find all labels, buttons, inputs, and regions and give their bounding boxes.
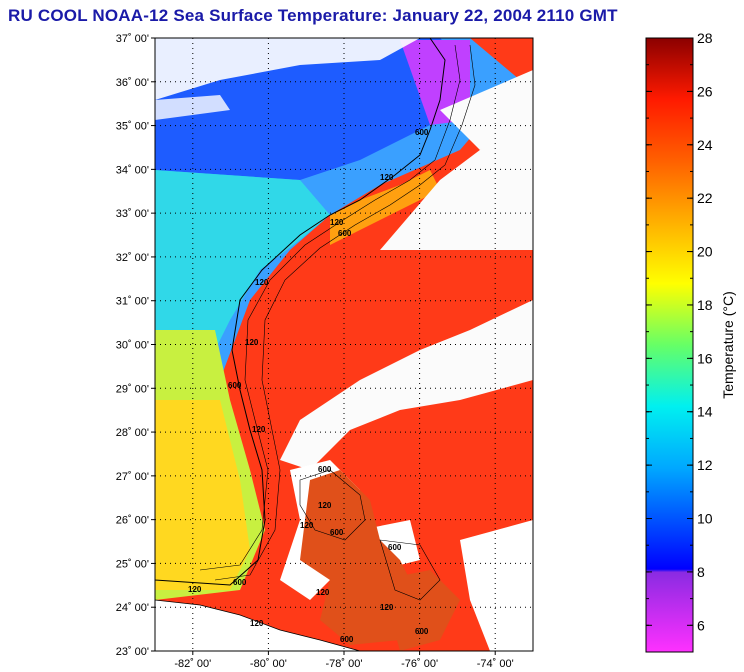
map-title: RU COOL NOAA-12 Sea Surface Temperature:… — [8, 6, 618, 25]
colorbar-tick-label: 22 — [697, 190, 713, 206]
colorbar-tick-label: 6 — [697, 617, 705, 633]
colorbar-tick-label: 18 — [697, 297, 713, 313]
lon-tick-label: -80˚ 00' — [250, 658, 287, 670]
contour-label-120: 120 — [380, 173, 394, 182]
contour-label-600: 600 — [330, 528, 344, 537]
colorbar-tick-label: 28 — [697, 30, 713, 46]
contour-label-120: 120 — [380, 603, 394, 612]
lat-tick-label: 35˚ 00' — [116, 121, 149, 133]
colorbar-tick-label: 24 — [697, 137, 713, 153]
lat-tick-label: 36˚ 00' — [116, 77, 149, 89]
colorbar-tick-label: 8 — [697, 564, 705, 580]
colorbar-tick-label: 20 — [697, 244, 713, 260]
contour-label-600: 600 — [340, 635, 354, 644]
contour-label-600: 600 — [228, 381, 242, 390]
lat-tick-label: 34˚ 00' — [116, 164, 149, 176]
contour-label-600: 600 — [233, 578, 247, 587]
lon-tick-label: -82˚ 00' — [174, 658, 211, 670]
lat-tick-label: 25˚ 00' — [116, 558, 149, 570]
lat-tick-label: 37˚ 00' — [116, 33, 149, 45]
contour-label-600: 600 — [318, 465, 332, 474]
colorbar-tick-label: 12 — [697, 457, 713, 473]
lon-tick-label: -76˚ 00' — [401, 658, 438, 670]
lat-tick-label: 30˚ 00' — [116, 340, 149, 352]
lat-tick-label: 27˚ 00' — [116, 471, 149, 483]
lon-tick-label: -74˚ 00' — [477, 658, 514, 670]
lat-tick-label: 33˚ 00' — [116, 208, 149, 220]
graticule — [155, 38, 533, 651]
colorbar-tick-label: 10 — [697, 511, 713, 527]
lat-tick-label: 32˚ 00' — [116, 252, 149, 264]
sst-image: 120 600 120 600 120 120 600 120 600 120 … — [155, 38, 533, 651]
lat-tick-label: 26˚ 00' — [116, 515, 149, 527]
contour-label-120: 120 — [255, 278, 269, 287]
colorbar-tick-label: 14 — [697, 404, 713, 420]
contour-label-120: 120 — [250, 619, 264, 628]
lat-tick-label: 28˚ 00' — [116, 427, 149, 439]
contour-label-120: 120 — [188, 585, 202, 594]
colorbar-label: Temperature (°C) — [720, 291, 736, 399]
lon-tick-label: -78˚ 00' — [326, 658, 363, 670]
contour-label-120: 120 — [330, 218, 344, 227]
contour-label-120: 120 — [318, 501, 332, 510]
contour-label-120: 120 — [316, 588, 330, 597]
contour-label-120: 120 — [252, 425, 266, 434]
lat-tick-label: 31˚ 00' — [116, 296, 149, 308]
contour-label-120: 120 — [245, 338, 259, 347]
contour-label-600: 600 — [388, 543, 402, 552]
longitude-axis: -82˚ 00' -80˚ 00' -78˚ 00' -76˚ 00' -74˚ 00' — [174, 651, 514, 670]
lat-tick-label: 29˚ 00' — [116, 383, 149, 395]
contour-label-600: 600 — [415, 128, 429, 137]
lat-tick-label: 23˚ 00' — [116, 646, 149, 658]
colorbar — [645, 37, 694, 653]
colorbar-tick-label: 16 — [697, 350, 713, 366]
latitude-axis: 23˚ 00' 24˚ 00' 25˚ 00' 26˚ 00' 27˚ 00' 28˚ 0… — [116, 33, 155, 658]
contour-label-600: 600 — [338, 229, 352, 238]
contour-label-600: 600 — [415, 627, 429, 636]
colorbar-tick-label: 26 — [697, 83, 713, 99]
lat-tick-label: 24˚ 00' — [116, 602, 149, 614]
contour-label-120: 120 — [300, 521, 314, 530]
colorbar-ticks: 6 8 10 12 14 16 18 20 22 24 26 28 — [646, 30, 713, 653]
